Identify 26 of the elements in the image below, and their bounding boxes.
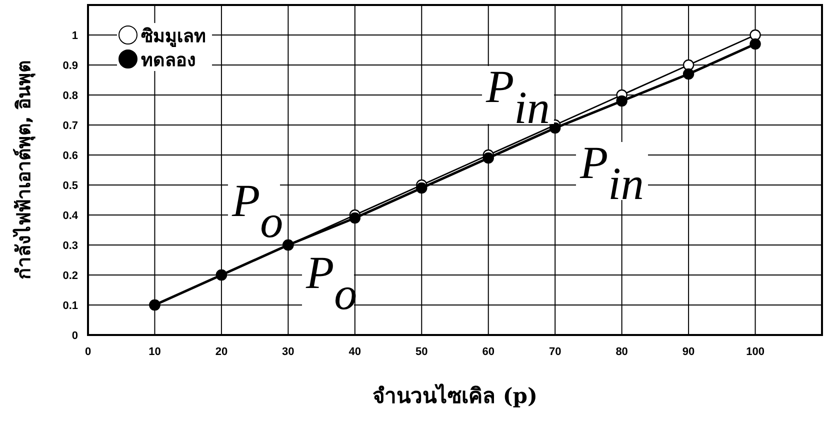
x-tick-label: 20 [215, 346, 228, 358]
x-tick-label: 90 [682, 346, 695, 358]
x-tick-label: 40 [348, 346, 362, 358]
y-tick-label: 0.3 [62, 240, 78, 252]
x-tick-label: 80 [616, 346, 628, 358]
y-tick-label: 0.8 [62, 90, 78, 102]
y-tick-label: 0.5 [62, 180, 78, 192]
x-tick-label: 30 [282, 346, 294, 358]
y-axis-title: กำลังไฟฟ้าเอาต์พุต, อินพุต [12, 60, 36, 280]
y-tick-label: 0.2 [62, 270, 78, 282]
legend-label: ซิมมูเลท [141, 26, 206, 48]
y-tick-label: 0 [72, 330, 78, 342]
y-tick-label: 0.9 [62, 60, 78, 72]
y-tick-label: 0.7 [62, 120, 78, 132]
y-tick-label: 1 [72, 30, 78, 42]
x-tick-label: 0 [84, 346, 92, 358]
x-tick-label: 50 [416, 346, 428, 358]
legend-label: ทดลอง [141, 50, 196, 71]
y-tick-label: 0.4 [62, 210, 79, 222]
x-tick-label: 70 [548, 346, 562, 358]
x-tick-label: 60 [482, 346, 494, 358]
x-axis-title: จำนวนไซเคิล (p) [372, 383, 538, 408]
y-tick-label: 0.6 [62, 150, 78, 162]
y-tick-label: 0.1 [62, 300, 78, 312]
x-tick-label: 100 [746, 346, 764, 358]
x-tick-label: 10 [148, 346, 161, 358]
